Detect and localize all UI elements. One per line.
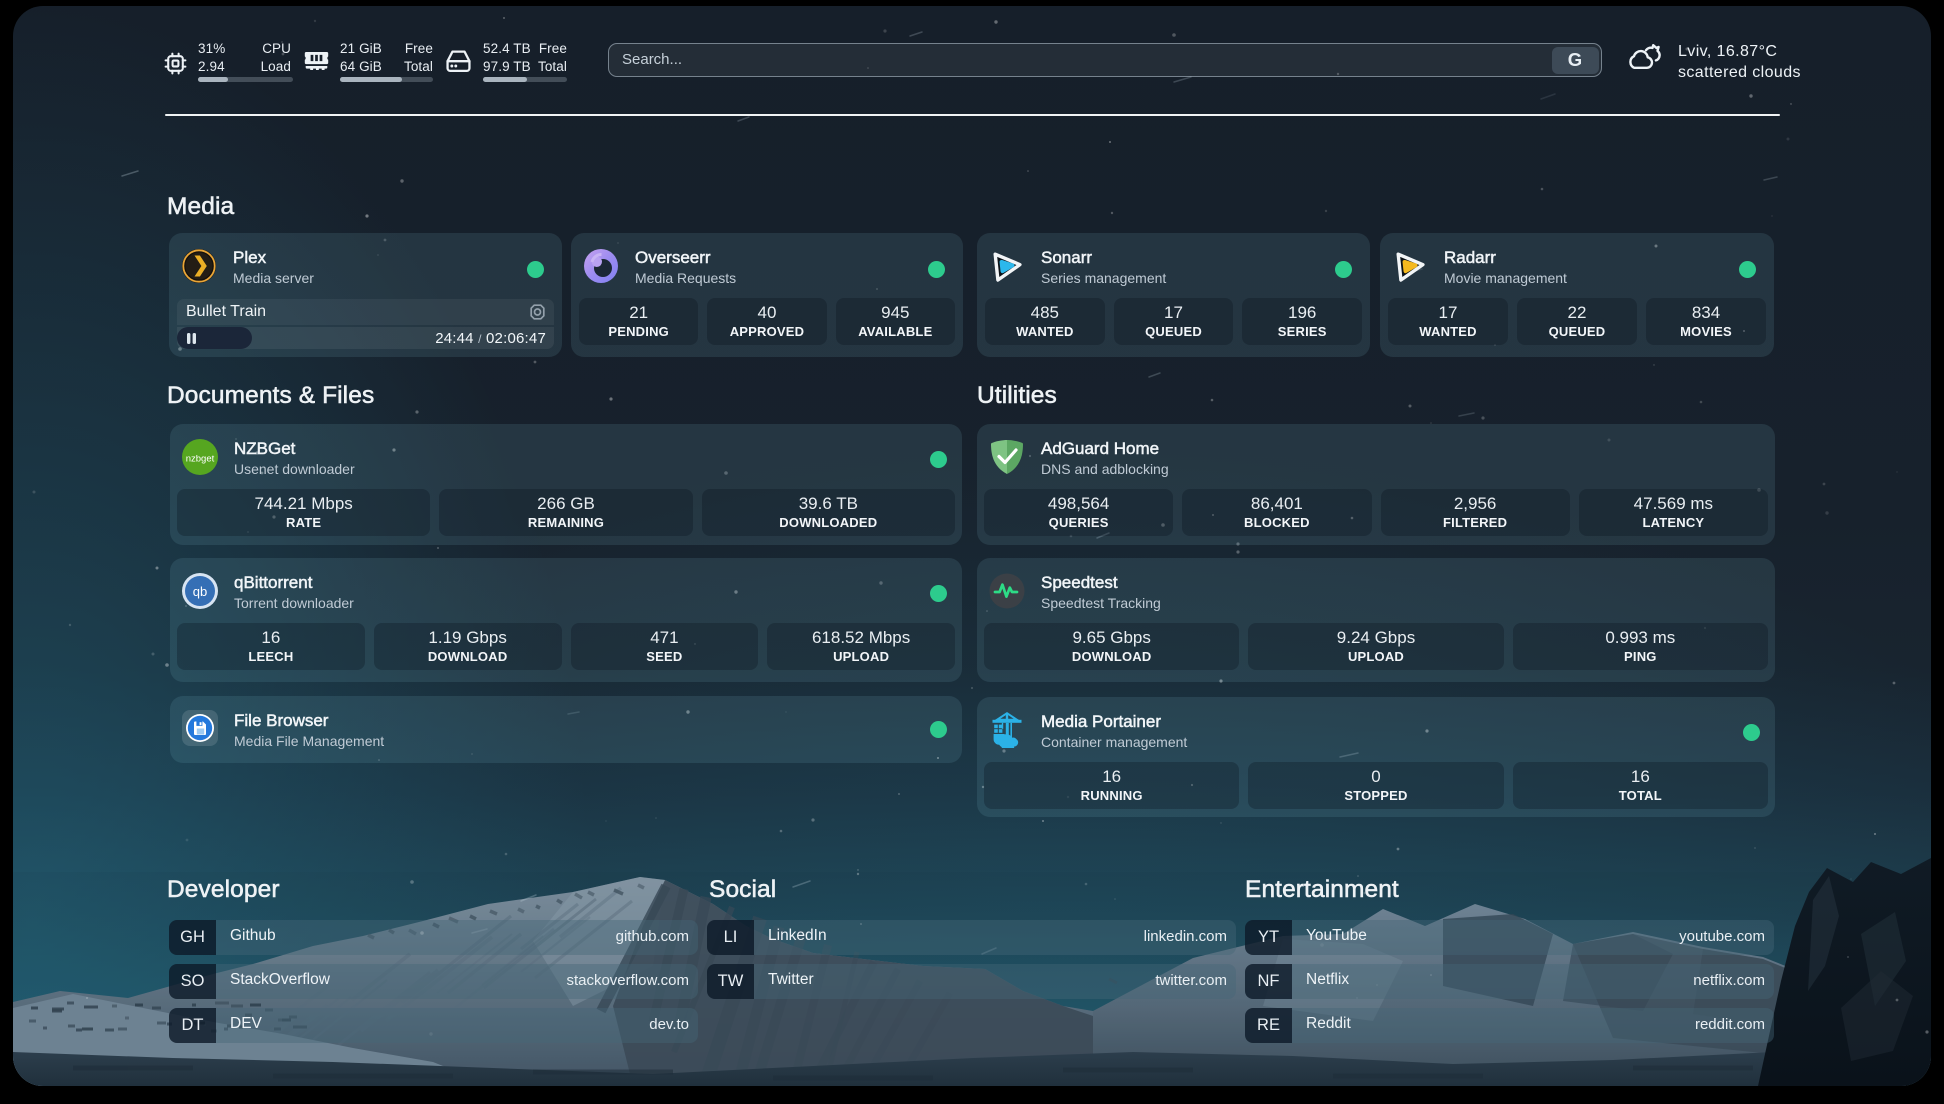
svg-text:nzbget: nzbget: [186, 454, 215, 465]
svg-text:qb: qb: [193, 584, 207, 599]
